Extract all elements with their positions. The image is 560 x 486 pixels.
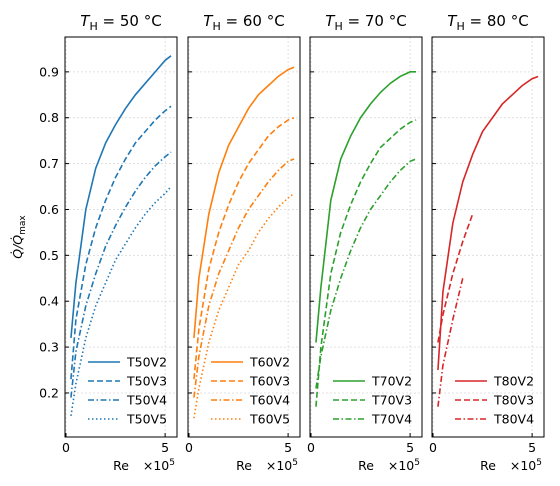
series-line xyxy=(315,71,417,343)
x-axis-label: Re xyxy=(236,458,252,473)
axes-frame xyxy=(431,36,545,438)
legend-label: T50V4 xyxy=(126,393,167,408)
series-line xyxy=(70,105,172,380)
y-tick-label: 0.6 xyxy=(39,202,59,217)
legend-label: T60V4 xyxy=(249,393,290,408)
legend-label: T60V2 xyxy=(249,355,290,370)
x-offset-label: ×105 xyxy=(388,458,420,473)
series-line xyxy=(437,75,539,371)
y-tick-label: 0.8 xyxy=(39,110,59,125)
series-line xyxy=(70,151,172,398)
y-tick-label: 0.4 xyxy=(39,294,59,309)
offset-exp: 5 xyxy=(536,458,542,468)
series-line xyxy=(193,192,295,419)
x-tick-label: 5 xyxy=(528,440,536,455)
title-symbol: T xyxy=(80,12,91,30)
legend-label: T70V4 xyxy=(371,412,412,427)
title-subscript: H xyxy=(89,20,97,33)
title-symbol: T xyxy=(203,12,214,30)
series-line xyxy=(437,213,474,343)
y-tick-label: 0.2 xyxy=(39,385,59,400)
offset-base: ×10 xyxy=(266,458,292,473)
y-tick-label: 0.3 xyxy=(39,340,59,355)
offset-base: ×10 xyxy=(510,458,536,473)
series-line xyxy=(437,278,464,407)
x-offset-label: ×105 xyxy=(143,458,175,473)
title-symbol: T xyxy=(325,12,336,30)
offset-exp: 5 xyxy=(292,458,298,468)
legend-label: T50V5 xyxy=(126,412,167,427)
ylabel-main: Q̇/Q̇ xyxy=(10,235,25,259)
panel-title: TH = 70 °C xyxy=(325,12,406,33)
legend-label: T70V2 xyxy=(371,374,412,389)
title-subscript: H xyxy=(456,20,464,33)
x-offset-label: ×105 xyxy=(266,458,298,473)
title-text: = 60 °C xyxy=(221,12,285,30)
x-tick-label: 5 xyxy=(406,440,414,455)
x-tick-label: 0 xyxy=(429,440,437,455)
offset-base: ×10 xyxy=(388,458,414,473)
x-axis-label: Re xyxy=(480,458,496,473)
legend-label: T80V4 xyxy=(493,412,534,427)
panel-title: TH = 50 °C xyxy=(80,12,161,33)
title-text: = 70 °C xyxy=(343,12,407,30)
panel-title: TH = 80 °C xyxy=(447,12,528,33)
x-tick-label: 0 xyxy=(185,440,193,455)
series-line xyxy=(193,158,295,398)
y-tick-label: 0.5 xyxy=(39,248,59,263)
title-text: = 80 °C xyxy=(465,12,529,30)
x-tick-label: 5 xyxy=(284,440,292,455)
offset-exp: 5 xyxy=(414,458,420,468)
legend-label: T60V5 xyxy=(249,412,290,427)
legend-label: T80V2 xyxy=(493,374,534,389)
x-offset-label: ×105 xyxy=(510,458,542,473)
series-line xyxy=(193,116,295,380)
title-text: = 50 °C xyxy=(98,12,162,30)
legend-label: T80V3 xyxy=(493,393,534,408)
axes-frame xyxy=(187,36,301,438)
axes-frame xyxy=(64,36,178,438)
legend-label: T50V2 xyxy=(126,355,167,370)
series-line xyxy=(70,186,172,417)
y-tick-label: 0.7 xyxy=(39,156,59,171)
ylabel-sub: max xyxy=(18,215,28,235)
series-line xyxy=(315,119,417,407)
series-line xyxy=(70,55,172,338)
series-line xyxy=(193,66,295,338)
legend-label: T70V3 xyxy=(371,393,412,408)
panel-title: TH = 60 °C xyxy=(203,12,284,33)
x-tick-label: 5 xyxy=(161,440,169,455)
y-tick-label: 0.9 xyxy=(39,64,59,79)
x-axis-label: Re xyxy=(358,458,374,473)
x-tick-label: 0 xyxy=(62,440,70,455)
legend-label: T50V3 xyxy=(126,374,167,389)
x-tick-label: 0 xyxy=(307,440,315,455)
title-subscript: H xyxy=(212,20,220,33)
legend-label: T60V3 xyxy=(249,374,290,389)
axes-frame xyxy=(309,36,423,438)
series-line xyxy=(315,158,417,389)
y-axis-label: Q̇/Q̇max xyxy=(10,215,28,259)
offset-base: ×10 xyxy=(143,458,169,473)
title-symbol: T xyxy=(447,12,458,30)
title-subscript: H xyxy=(334,20,342,33)
offset-exp: 5 xyxy=(169,458,175,468)
x-axis-label: Re xyxy=(113,458,129,473)
